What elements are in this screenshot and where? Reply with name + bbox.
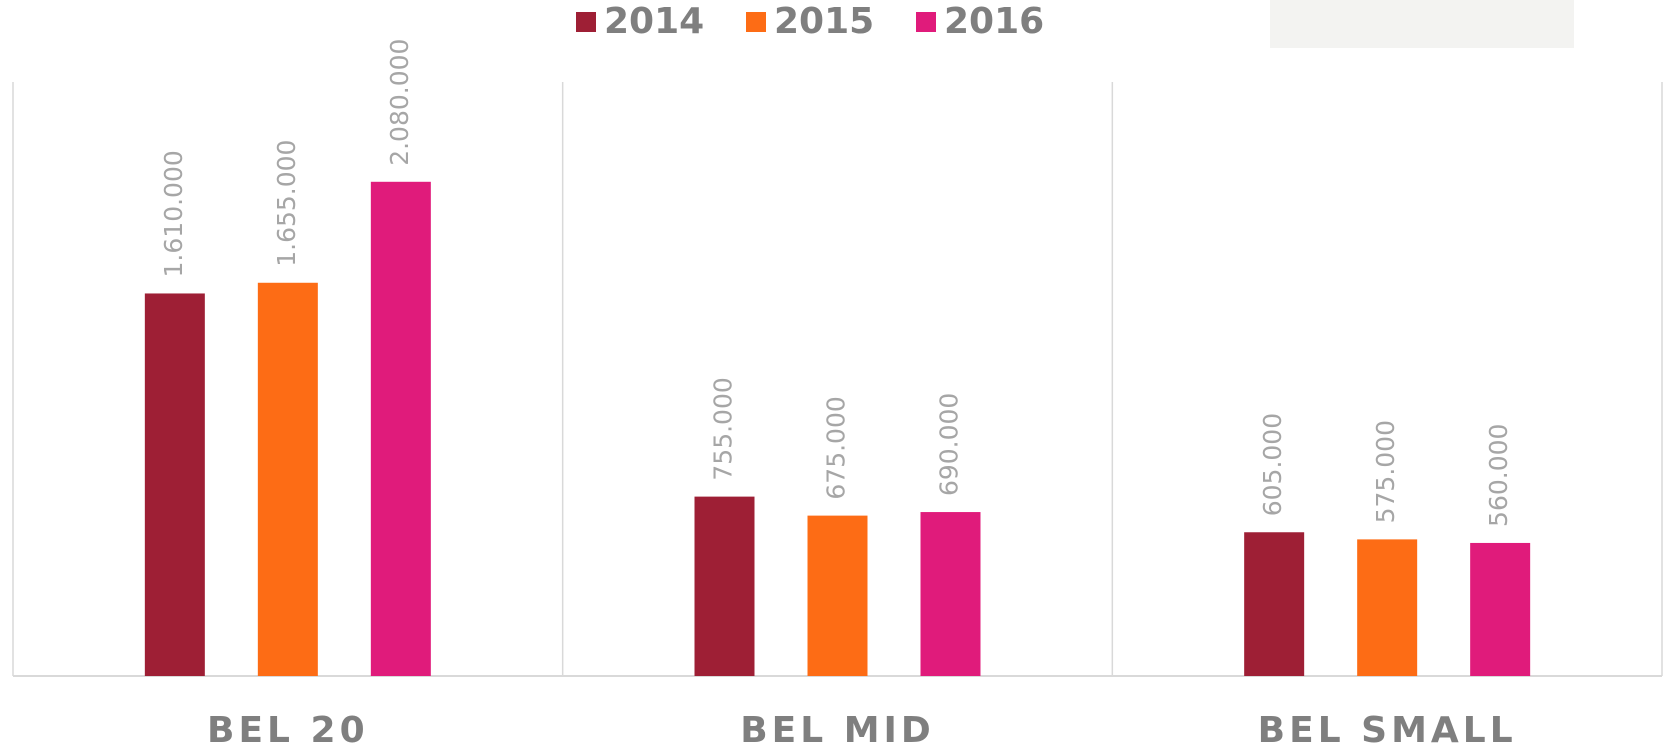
legend-label: 2015: [774, 1, 874, 42]
value-label: 690.000: [935, 393, 964, 496]
value-label: 675.000: [822, 396, 851, 499]
value-label: 1.655.000: [272, 140, 301, 267]
bar: [370, 181, 431, 677]
bar: [257, 282, 318, 676]
bar: [144, 293, 205, 676]
legend-swatch: [576, 12, 596, 32]
legend-swatch: [916, 12, 936, 32]
x-tick-label: BEL MID: [740, 710, 935, 748]
value-label: 605.000: [1258, 413, 1287, 516]
bar: [1244, 532, 1305, 676]
value-label: 575.000: [1371, 420, 1400, 523]
bar: [1357, 539, 1418, 676]
legend-label: 2014: [604, 1, 704, 42]
x-tick-label: BEL SMALL: [1258, 710, 1517, 748]
value-label: 560.000: [1484, 424, 1513, 527]
legend-label: 2016: [944, 1, 1044, 42]
value-label: 2.080.000: [385, 39, 414, 166]
legend-swatch: [746, 12, 766, 32]
bar: [807, 515, 868, 676]
bar: [920, 512, 981, 676]
bar: [694, 496, 755, 676]
value-label: 755.000: [709, 377, 738, 480]
photo: [1270, 0, 1574, 48]
value-label: 1.610.000: [159, 150, 188, 277]
bar: [1470, 542, 1531, 676]
x-tick-label: BEL 20: [207, 710, 369, 748]
